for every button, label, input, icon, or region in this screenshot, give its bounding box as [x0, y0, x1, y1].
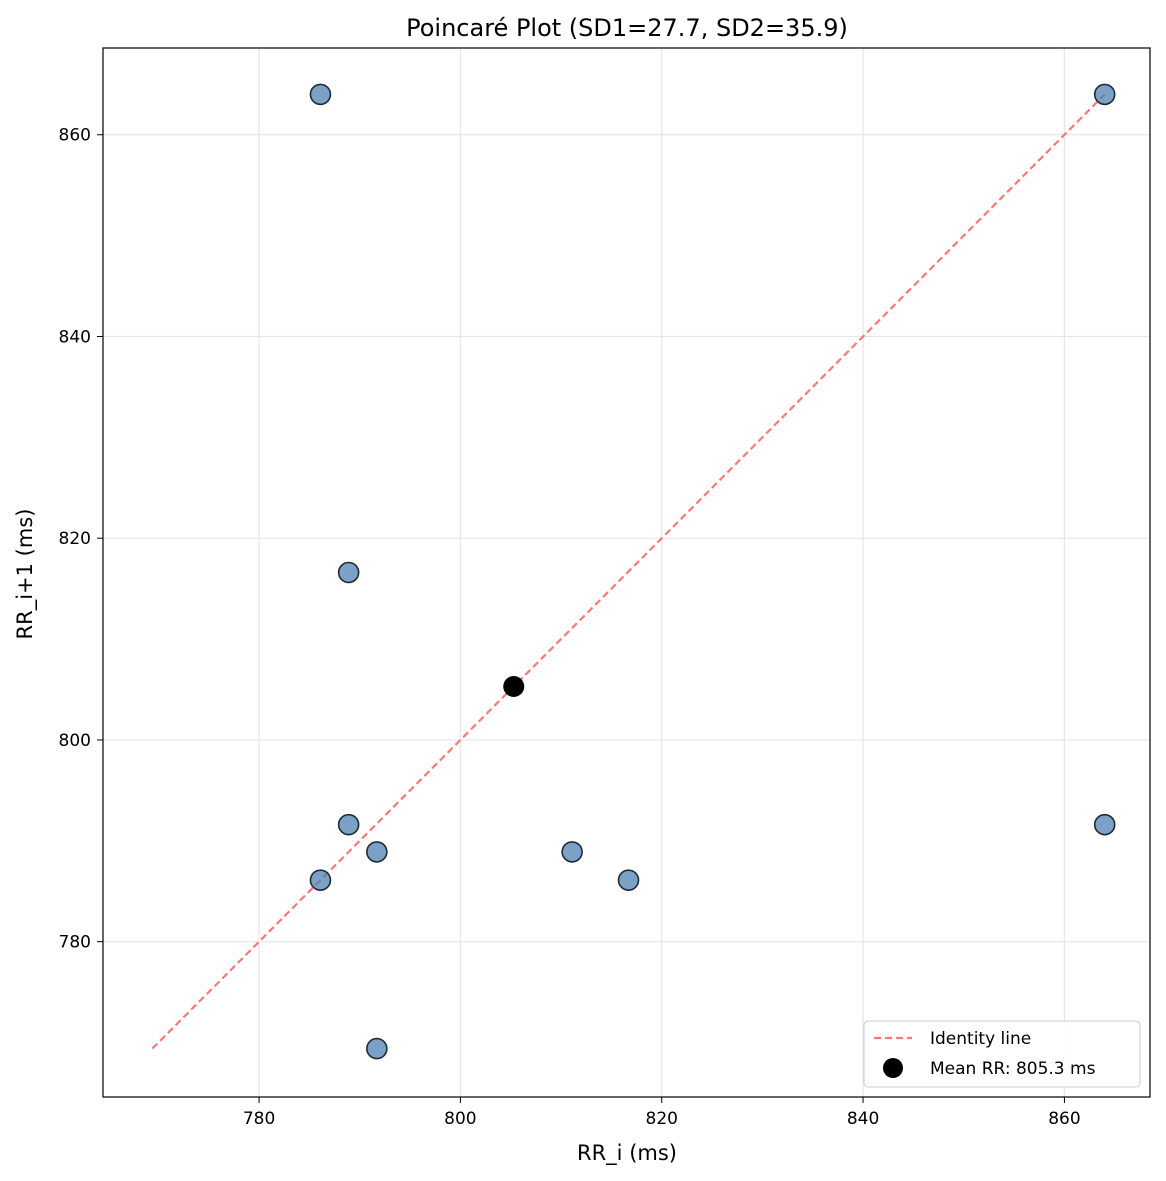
- x-tick-label: 800: [444, 1109, 476, 1129]
- mean-point-layer: [503, 675, 525, 697]
- data-point: [1093, 83, 1116, 106]
- x-tick-label: 820: [646, 1109, 678, 1129]
- data-point: [309, 83, 332, 106]
- y-tick-label: 860: [59, 126, 91, 146]
- chart-title: Poincaré Plot (SD1=27.7, SD2=35.9): [406, 14, 848, 42]
- plot-frame: [102, 47, 1151, 1098]
- data-point: [366, 841, 388, 863]
- x-tick-label: 840: [847, 1109, 879, 1129]
- y-tick-label: 780: [59, 933, 91, 953]
- data-point: [309, 869, 332, 891]
- legend-mean-label: Mean RR: 805.3 ms: [930, 1059, 1096, 1079]
- identity-line: [151, 93, 1106, 1050]
- data-point: [366, 1037, 388, 1060]
- data-point: [561, 841, 583, 863]
- mean-point: [503, 675, 525, 697]
- y-tick-label: 800: [59, 731, 91, 751]
- data-point: [337, 813, 360, 836]
- y-axis-label: RR_i+1 (ms): [13, 509, 38, 640]
- grid: [103, 48, 1150, 1097]
- data-point: [1093, 813, 1116, 836]
- data-points: [309, 83, 1116, 1060]
- x-axis-ticks: 780 800 820 840 860: [243, 1097, 1081, 1129]
- legend-mean-marker-swatch: [883, 1058, 903, 1078]
- legend: Identity line Mean RR: 805.3 ms: [863, 1020, 1141, 1088]
- x-tick-label: 780: [243, 1109, 275, 1129]
- data-point: [337, 561, 360, 584]
- y-tick-label: 840: [59, 327, 91, 347]
- y-tick-label: 820: [59, 529, 91, 549]
- x-tick-label: 860: [1048, 1109, 1080, 1129]
- x-axis-label: RR_i (ms): [577, 1141, 677, 1166]
- data-point: [617, 869, 640, 891]
- legend-identity-line-label: Identity line: [930, 1029, 1031, 1049]
- y-axis-ticks: 780 800 820 840 860: [59, 126, 103, 953]
- identity-line-layer: [151, 93, 1106, 1050]
- legend-box: [863, 1020, 1141, 1088]
